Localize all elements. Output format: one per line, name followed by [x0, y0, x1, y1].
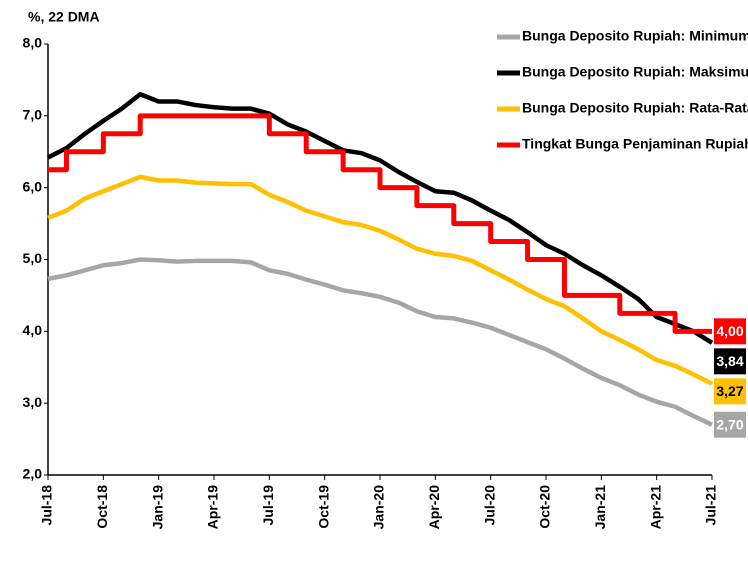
y-tick-label: 3,0 [23, 394, 43, 410]
x-tick-label: Jan-21 [592, 485, 608, 530]
series-line [47, 174, 714, 386]
x-tick-label: Apr-19 [205, 485, 221, 530]
end-label-box [714, 378, 746, 405]
x-tick-label: Apr-20 [426, 485, 442, 530]
x-tick-label: Oct-18 [94, 485, 110, 529]
y-tick-label: 5,0 [23, 250, 43, 266]
legend-label: Bunga Deposito Rupiah: Minimum [522, 28, 748, 44]
series-line [47, 257, 713, 427]
y-tick-label: 6,0 [23, 178, 43, 194]
legend-label: Tingkat Bunga Penjaminan Rupiah [522, 136, 748, 152]
legend-label: Bunga Deposito Rupiah: Rata-Rata [522, 100, 748, 116]
x-tick-label: Jan-20 [371, 485, 387, 530]
y-tick-label: 7,0 [23, 107, 43, 123]
x-tick-label: Apr-21 [647, 485, 663, 530]
x-tick-label: Oct-19 [315, 485, 331, 529]
end-label: 4,00 [716, 323, 743, 339]
y-tick-label: 4,0 [23, 322, 43, 338]
series-line [46, 92, 714, 345]
end-label: 2,70 [716, 416, 743, 432]
x-tick-label: Jul-18 [39, 485, 55, 526]
x-tick-label: Oct-20 [537, 485, 553, 529]
end-label: 3,84 [716, 353, 743, 369]
x-tick-label: Jul-21 [703, 485, 719, 526]
y-tick-label: 2,0 [23, 466, 43, 482]
end-label-box [714, 411, 746, 438]
x-tick-label: Jul-20 [481, 485, 497, 526]
x-tick-label: Jul-19 [260, 485, 276, 526]
y-tick-label: 8,0 [23, 35, 43, 51]
end-label: 3,27 [716, 383, 743, 399]
series-line [48, 113, 712, 334]
chart-title: %, 22 DMA [28, 9, 100, 25]
end-label-box [714, 348, 746, 375]
legend-label: Bunga Deposito Rupiah: Maksimum [522, 64, 748, 80]
end-label-box [714, 318, 746, 345]
x-tick-label: Jan-19 [149, 485, 165, 530]
